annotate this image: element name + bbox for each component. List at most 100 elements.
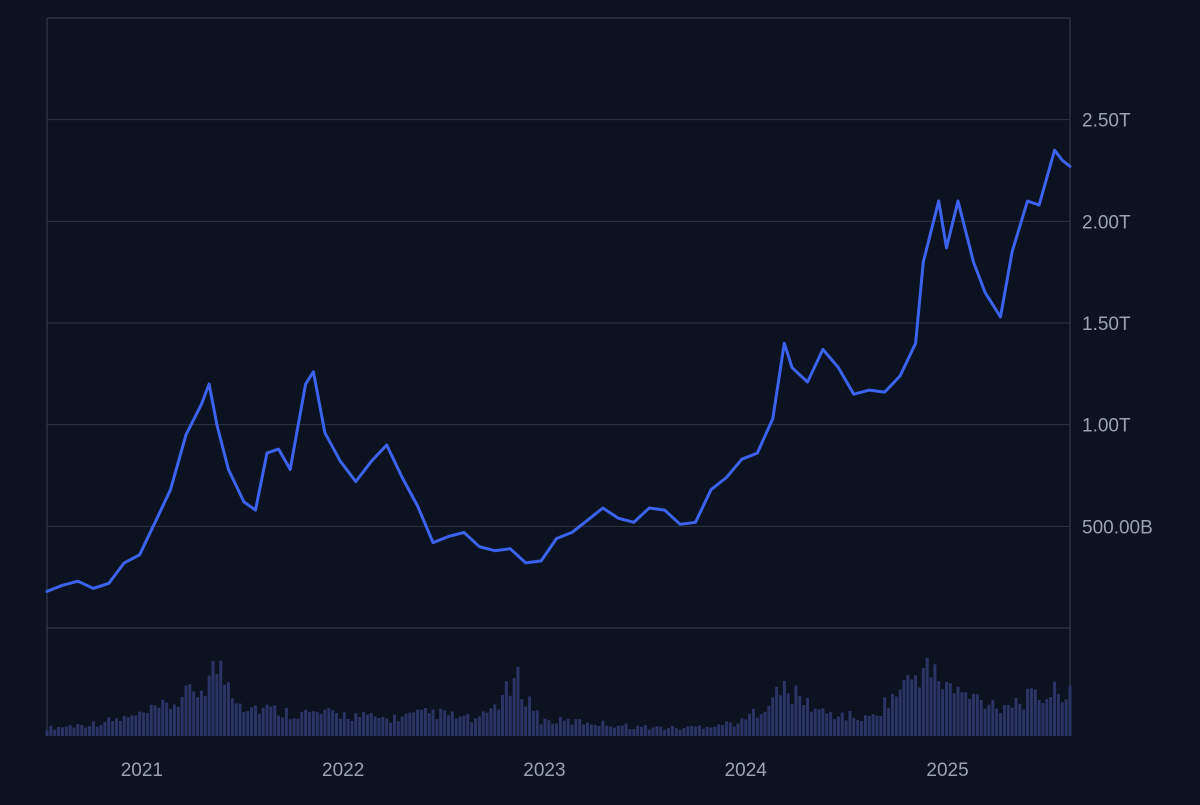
volume-bar <box>933 664 937 736</box>
volume-bar <box>890 693 894 736</box>
volume-bar <box>647 729 651 736</box>
y-tick-label: 2.00T <box>1082 212 1131 233</box>
volume-bar <box>142 712 146 736</box>
volume-bar <box>1037 699 1041 736</box>
volume-bar <box>466 714 470 736</box>
volume-bar <box>257 713 261 736</box>
volume-bar <box>566 718 570 736</box>
volume-bar <box>516 666 520 736</box>
volume-bar <box>481 711 485 736</box>
volume-bar <box>412 712 416 736</box>
volume-bar <box>585 722 589 736</box>
volume-bar <box>68 725 72 736</box>
volume-bar <box>427 713 431 736</box>
volume-bar <box>269 706 273 736</box>
volume-bar <box>944 681 948 736</box>
x-tick-label: 2023 <box>523 760 565 781</box>
volume-bar <box>790 704 794 736</box>
volume-bar <box>335 712 339 736</box>
volume-bar <box>404 713 408 736</box>
volume-bar <box>130 715 134 736</box>
volume-bar <box>203 696 207 736</box>
volume-bar <box>1064 699 1068 736</box>
volume-bar <box>358 717 362 736</box>
volume-bar <box>686 726 690 736</box>
volume-bar <box>1026 688 1030 736</box>
volume-bar <box>381 717 385 736</box>
volume-bar <box>952 693 956 736</box>
volume-bar <box>991 699 995 736</box>
volume-bar <box>914 675 918 736</box>
volume-bar <box>64 726 68 736</box>
volume-bar <box>439 708 443 736</box>
volume-bar <box>474 718 478 736</box>
volume-bar <box>755 717 759 736</box>
series-line <box>45 148 1072 593</box>
volume-bar <box>470 722 474 736</box>
volume-bar <box>520 699 524 736</box>
volume-bar <box>215 674 219 736</box>
volume-bar <box>547 720 551 736</box>
volume-bar <box>246 711 250 736</box>
volume-bar <box>937 681 941 736</box>
volume-bar <box>898 689 902 736</box>
volume-bar <box>99 724 103 736</box>
volume-bar <box>184 685 188 736</box>
volume-bar <box>331 710 335 736</box>
volume-bar <box>825 713 829 736</box>
volume-bar <box>114 718 118 736</box>
volume-bar <box>261 707 265 736</box>
volume-bar <box>157 707 161 736</box>
volume-bar <box>165 702 169 736</box>
volume-bar <box>910 679 914 736</box>
volume-bar <box>887 708 891 736</box>
volume-bar <box>323 709 327 736</box>
volume-bar <box>763 711 767 736</box>
volume-bar <box>786 693 790 736</box>
volume-bar <box>57 726 61 736</box>
volume-bar <box>690 725 694 736</box>
volume-bar <box>975 694 979 736</box>
volume-bar <box>477 716 481 736</box>
volume-bar <box>431 709 435 736</box>
volume-bar <box>960 692 964 736</box>
volume-bar <box>620 725 624 736</box>
volume-bar <box>867 716 871 736</box>
volume-bar <box>597 725 601 736</box>
volume-bar <box>632 728 636 736</box>
volume-bar <box>280 717 284 736</box>
volume-bar <box>435 719 439 736</box>
volume-bar <box>319 713 323 736</box>
volume-bar <box>643 725 647 736</box>
volume-bar <box>636 725 640 736</box>
volume-bar <box>663 729 667 736</box>
volume-bar <box>1033 689 1037 736</box>
volume-bar <box>389 722 393 736</box>
volume-bar <box>894 696 898 736</box>
volume-bar <box>736 723 740 736</box>
volume-bar <box>925 657 929 736</box>
volume-bar <box>53 729 57 736</box>
x-tick-label: 2024 <box>725 760 768 781</box>
volume-bar <box>732 726 736 736</box>
volume-bar <box>971 693 975 736</box>
volume-bar <box>72 727 76 736</box>
volume-bar <box>767 705 771 736</box>
volume-bar <box>342 712 346 736</box>
volume-bar <box>1045 699 1049 736</box>
volume-bar <box>678 729 682 736</box>
volume-bar <box>543 718 547 736</box>
volume-bar <box>76 724 80 736</box>
volume-bar <box>751 708 755 736</box>
volume-bar <box>385 718 389 736</box>
volume-bar <box>273 705 277 736</box>
volume-bar <box>45 730 49 736</box>
volume-bar <box>134 715 138 736</box>
volume-bar <box>670 726 674 736</box>
volume-bar <box>153 705 157 736</box>
volume-bar <box>446 715 450 736</box>
volume-bar <box>489 708 493 736</box>
volume-bar <box>60 727 64 736</box>
volume-bar <box>682 728 686 736</box>
volume-bar <box>612 727 616 736</box>
